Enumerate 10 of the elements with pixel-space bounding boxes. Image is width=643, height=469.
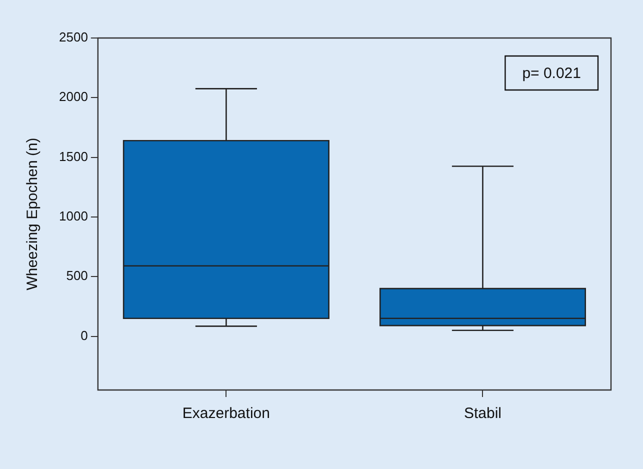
y-tick-label: 1000 bbox=[59, 208, 88, 224]
x-tick-label: Exazerbation bbox=[182, 405, 270, 422]
y-tick-label: 0 bbox=[80, 328, 88, 343]
y-tick-label: 2000 bbox=[59, 89, 88, 104]
y-tick-label: 2500 bbox=[59, 30, 88, 45]
x-tick-label: Stabil bbox=[464, 405, 502, 422]
y-tick-label: 500 bbox=[66, 268, 88, 284]
y-axis-title: Wheezing Epochen (n) bbox=[24, 138, 42, 290]
y-tick-label: 1500 bbox=[59, 148, 88, 164]
annotation: p= 0.021 bbox=[522, 65, 582, 82]
